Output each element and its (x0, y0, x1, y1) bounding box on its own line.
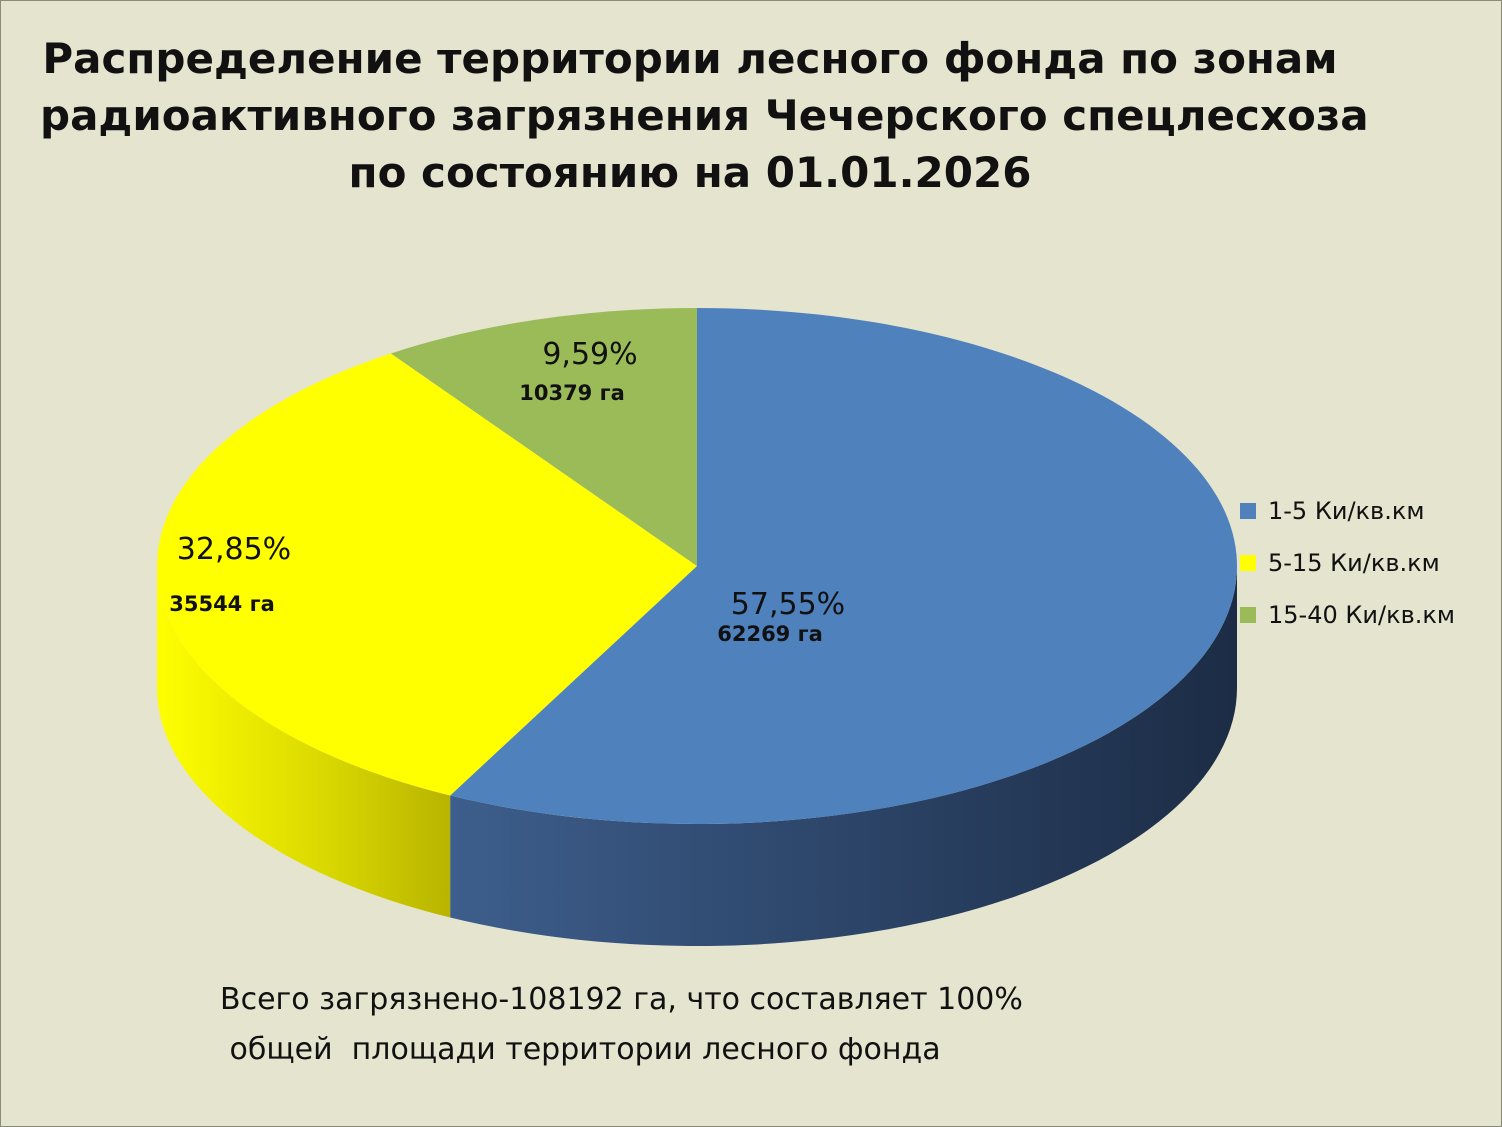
pie-slice-green (390, 308, 697, 566)
slice-area-label-3: 10379 га (519, 381, 625, 405)
pie-side-yellow (157, 566, 451, 918)
footnote: Всего загрязнено-108192 га, что составля… (220, 975, 1023, 1075)
pie-slices (156, 308, 1237, 824)
legend-item-3: 15-40 Ки/кв.км (1240, 598, 1455, 631)
pie-slice-blue (450, 308, 1237, 824)
slice-label-1: 57,55% (731, 587, 845, 622)
legend-swatch-1 (1240, 502, 1256, 519)
chart-title: Распределение территории лесного фонда п… (40, 30, 1369, 201)
slice-label-2: 32,85% (177, 532, 291, 567)
legend-swatch-2 (1240, 554, 1256, 571)
legend: 1-5 Ки/кв.км 5-15 Ки/кв.км 15-40 Ки/кв.к… (1240, 494, 1455, 650)
pie-slice-yellow (156, 353, 697, 796)
chart-title-line-1: Распределение территории лесного фонда п… (42, 34, 1338, 83)
slice-area-label-2: 35544 га (169, 592, 275, 616)
legend-label-2: 5-15 Ки/кв.км (1268, 548, 1440, 577)
slice-area-label-1: 62269 га (717, 622, 823, 646)
legend-item-1: 1-5 Ки/кв.км (1240, 494, 1455, 527)
chart-title-line-3: по состоянию на 01.01.2026 (348, 148, 1032, 197)
legend-item-2: 5-15 Ки/кв.км (1240, 546, 1455, 579)
legend-label-1: 1-5 Ки/кв.км (1268, 496, 1425, 525)
footnote-line-2: общей площади территории лесного фонда (220, 1032, 941, 1067)
footnote-line-1: Всего загрязнено-108192 га, что составля… (220, 982, 1023, 1017)
legend-swatch-3 (1240, 606, 1256, 623)
pie-sides (157, 566, 1237, 946)
pie-side-blue (450, 566, 1237, 946)
pie-labels: 57,55% 62269 га 32,85% 35544 га 9,59% 10… (169, 337, 845, 646)
chart-title-line-2: радиоактивного загрязнения Чечерского сп… (40, 91, 1369, 140)
slice-label-3: 9,59% (542, 337, 637, 372)
legend-label-3: 15-40 Ки/кв.км (1268, 600, 1455, 629)
